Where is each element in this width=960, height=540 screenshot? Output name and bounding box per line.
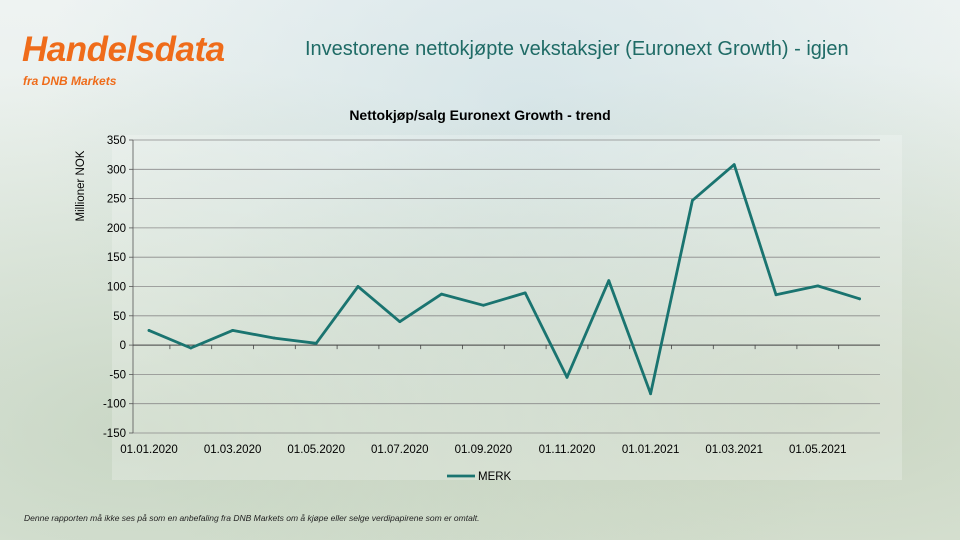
x-tick-label: 01.01.2021 [622,444,680,456]
y-tick-label: 350 [107,135,126,147]
x-tick-label: 01.07.2020 [371,444,429,456]
data-point [565,375,569,379]
series-line-merk [147,163,861,396]
x-tick-label: 01.03.2020 [204,444,262,456]
data-point [607,279,611,283]
x-tick-label: 01.01.2020 [120,444,178,456]
x-tick-label: 01.05.2020 [287,444,345,456]
data-point [356,285,360,288]
data-point [523,291,527,295]
x-tick-label: 01.11.2020 [539,444,596,456]
y-tick-label: -50 [109,369,126,381]
y-tick-label: 50 [113,311,126,323]
y-tick-label: 100 [107,282,126,294]
data-point [189,346,193,350]
y-tick-label: 250 [107,194,126,206]
y-tick-label: -100 [103,399,126,411]
data-point [774,293,778,297]
disclaimer-footer: Denne rapporten må ikke ses på som en an… [24,513,480,523]
data-point [440,292,443,296]
data-point [314,341,318,345]
data-point [231,329,235,332]
data-point [273,336,276,340]
y-tick-label: 200 [107,223,126,235]
brand-logo-subtitle: fra DNB Markets [23,74,117,88]
data-point [482,303,485,307]
legend-label: MERK [478,471,512,483]
y-tick-label: 0 [120,340,126,352]
data-point [858,297,861,301]
data-point [147,329,151,332]
plot-background [112,135,902,480]
y-tick-label: 300 [107,164,126,176]
data-point [816,284,820,288]
chart-title: Nettokjøp/salg Euronext Growth - trend [349,107,610,123]
brand-logo-title: Handelsdata [22,30,225,69]
data-point [691,198,694,202]
x-tick-label: 01.09.2020 [455,444,513,456]
data-point [732,163,736,167]
y-axis-label: Millioner NOK [75,150,87,221]
page-headline: Investorene nettokjøpte vekstaksjer (Eur… [305,38,849,60]
y-tick-label: 150 [107,252,126,264]
data-point [398,320,402,324]
x-tick-label: 01.03.2021 [705,444,763,456]
data-point [649,392,652,396]
x-tick-label: 01.05.2021 [789,444,847,456]
y-tick-label: -150 [103,428,126,440]
